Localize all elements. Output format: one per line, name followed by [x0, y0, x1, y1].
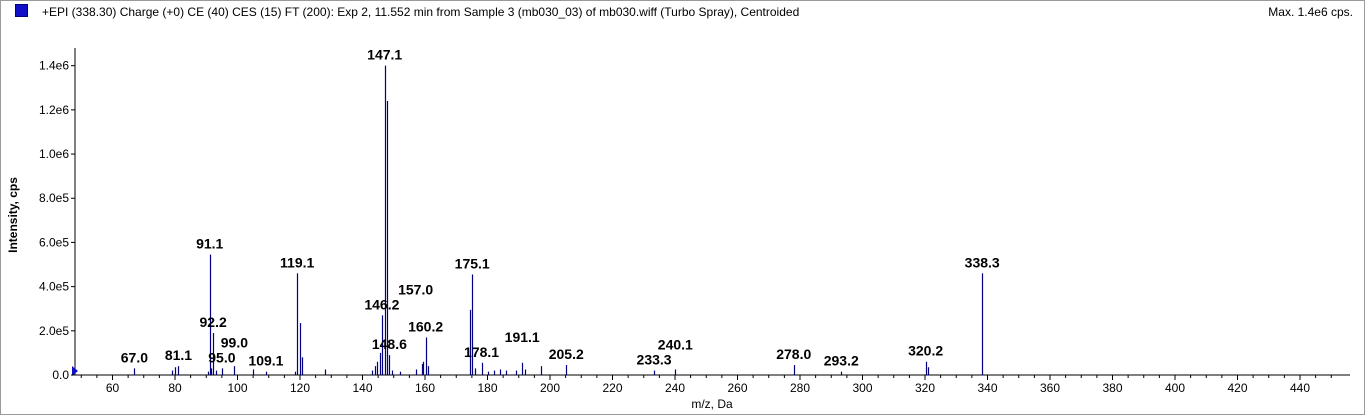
x-tick-label: 80: [168, 381, 182, 395]
peak-annotations: 147.1 91.1 119.1 175.1 338.3 146.2 92.2 160.214…: [121, 47, 1000, 369]
peak-label: 320.2: [908, 343, 943, 359]
spectrum-title: +EPI (338.30) Charge (+0) CE (40) CES (1…: [42, 5, 800, 19]
y-axis-ticks: 0.0 2.0e5 4.0e5 6.0e5 8.0e5 1.0e6 1.2e6 1.4e6: [39, 59, 75, 382]
peak-label: 157.0: [398, 281, 433, 297]
x-tick-label: 120: [290, 381, 310, 395]
x-tick-label: 320: [915, 381, 935, 395]
y-tick-label: 1.4e6: [39, 59, 69, 73]
peak-label: 95.0: [208, 349, 235, 365]
x-tick-label: 160: [415, 381, 435, 395]
x-tick-label: 260: [727, 381, 747, 395]
x-tick-label: 140: [352, 381, 372, 395]
y-tick-label: 1.0e6: [39, 147, 69, 161]
peak-label: 240.1: [658, 337, 693, 353]
x-tick-label: 220: [602, 381, 622, 395]
peak-label: 293.2: [824, 353, 859, 369]
y-tick-label: 1.2e6: [39, 103, 69, 117]
x-axis-ticks: 60 80 100 120 140 160 180 200 220 240 260 280 300 320…: [80, 375, 1332, 395]
x-tick-label: 240: [665, 381, 685, 395]
x-tick-label: 100: [227, 381, 247, 395]
y-tick-label: 6.0e5: [39, 235, 69, 249]
peak-label: 109.1: [248, 353, 283, 369]
x-tick-label: 180: [477, 381, 497, 395]
spectrum-peaks: [133, 65, 984, 375]
max-intensity-label: Max. 1.4e6 cps.: [1268, 5, 1353, 19]
peak-label: 119.1: [280, 254, 314, 270]
peak-label: 175.1: [455, 255, 490, 271]
peak-label: 147.1: [367, 47, 402, 63]
x-tick-label: 300: [852, 381, 872, 395]
y-tick-label: 4.0e5: [39, 280, 69, 294]
peak-label: 92.2: [200, 314, 227, 330]
x-tick-label: 360: [1040, 381, 1060, 395]
y-tick-label: 2.0e5: [39, 324, 69, 338]
peak-label: 81.1: [165, 347, 192, 363]
x-tick-label: 60: [106, 381, 120, 395]
y-tick-label: 8.0e5: [39, 191, 69, 205]
series-legend-swatch: [15, 4, 28, 17]
axis-origin-marker: [72, 366, 78, 376]
peak-label: 205.2: [549, 346, 584, 362]
peak-label: 191.1: [505, 329, 540, 345]
x-tick-label: 440: [1290, 381, 1310, 395]
y-tick-label: 0.0: [52, 368, 69, 382]
peak-label: 146.2: [364, 296, 399, 312]
peak-label: 160.2: [408, 318, 443, 334]
peak-label: 91.1: [196, 236, 223, 252]
x-tick-label: 280: [790, 381, 810, 395]
x-tick-label: 400: [1165, 381, 1185, 395]
x-tick-label: 200: [540, 381, 560, 395]
x-tick-label: 380: [1102, 381, 1122, 395]
y-axis-label: Intensity, cps: [6, 177, 20, 253]
peak-label: 338.3: [965, 254, 1000, 270]
x-tick-label: 340: [977, 381, 997, 395]
x-axis-label: m/z, Da: [691, 397, 733, 411]
peak-label: 99.0: [221, 334, 248, 350]
peak-label: 233.3: [637, 352, 672, 368]
peak-label: 178.1: [464, 344, 499, 360]
peak-label: 67.0: [121, 349, 148, 365]
peak-label: 148.6: [372, 336, 407, 352]
x-tick-label: 420: [1227, 381, 1247, 395]
peak-label: 278.0: [776, 346, 811, 362]
